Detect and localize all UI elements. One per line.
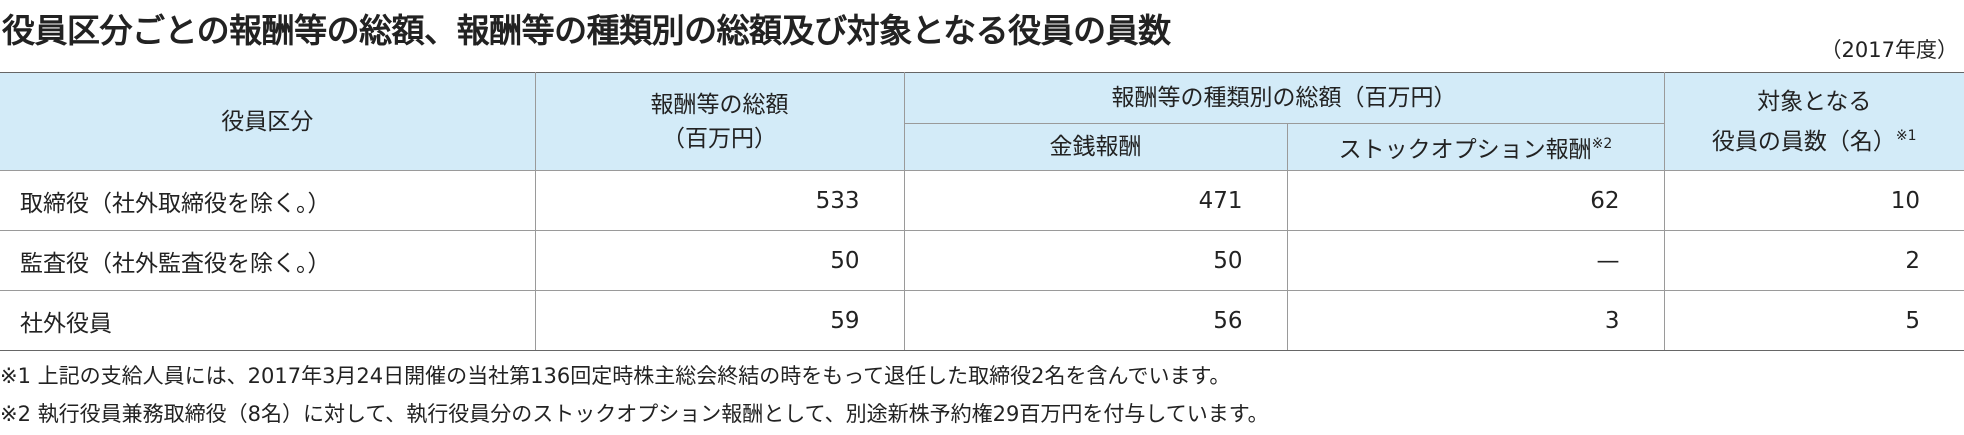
header-cell: ストックオプション報酬※2 [1286,123,1664,171]
header-text: ストックオプション報酬 [1338,137,1592,163]
value-cell: 471 [903,170,1288,231]
header-line: （百万円） [662,125,777,152]
header-cell: 役員区分 [0,72,536,171]
value-cell: 3 [1286,290,1665,351]
header-row: 金銭報酬 ストックオプション報酬※2 [0,123,1964,171]
title: 役員区分ごとの報酬等の総額、報酬等の種類別の総額及び対象となる役員の員数 [2,11,1171,50]
header-line: 報酬等の総額 [650,91,789,118]
value-cell: 10 [1663,170,1964,231]
value-cell: 59 [534,290,905,351]
table-row: 社外役員 59 56 3 5 [0,290,1964,351]
header-line: 対象となる [1757,88,1872,115]
table-row: 取締役（社外取締役を除く。） 533 471 62 10 [0,170,1964,231]
row-label: 取締役（社外取締役を除く。） [0,170,536,231]
value-cell: 50 [534,230,905,291]
row-label: 監査役（社外監査役を除く。） [0,230,536,291]
header-cell: 報酬等の総額 （百万円） [534,72,905,171]
period: （2017年度） [1820,38,1958,62]
value-cell: 2 [1663,230,1964,291]
value-cell: 50 [903,230,1288,291]
footnote: ※2 執行役員兼務取締役（8名）に対して、執行役員分のストックオプション報酬とし… [0,402,1269,426]
note-mark: ※2 [1591,136,1613,152]
table-body: 取締役（社外取締役を除く。） 533 471 62 10 監査役（社外監査役を除く。） 50… [0,170,1964,351]
table: 役員区分 報酬等の総額 （百万円） 報酬等の種類別の総額（百万円） 対象となる役員… [0,72,1964,351]
value-cell: — [1286,230,1665,291]
value-cell: 533 [534,170,905,231]
footnote: ※1 上記の支給人員には、2017年3月24日開催の当社第136回定時株主総会終… [0,364,1231,388]
header-cell: 金銭報酬 [904,123,1288,171]
value-cell: 62 [1286,170,1665,231]
row-label: 社外役員 [0,290,536,351]
note-mark: ※1 [1895,127,1917,144]
header-cell: 報酬等の種類別の総額（百万円） [903,72,1665,124]
header-cell: 対象となる役員の員数（名）※1 [1663,72,1964,171]
value-cell: 5 [1663,290,1964,351]
header-row: 役員区分 報酬等の総額 （百万円） 報酬等の種類別の総額（百万円） 対象となる役員… [0,72,1964,171]
header-line: 役員の員数（名） [1711,128,1896,155]
table-row: 監査役（社外監査役を除く。） 50 50—2 [0,230,1964,291]
value-cell: 56 [903,290,1288,351]
